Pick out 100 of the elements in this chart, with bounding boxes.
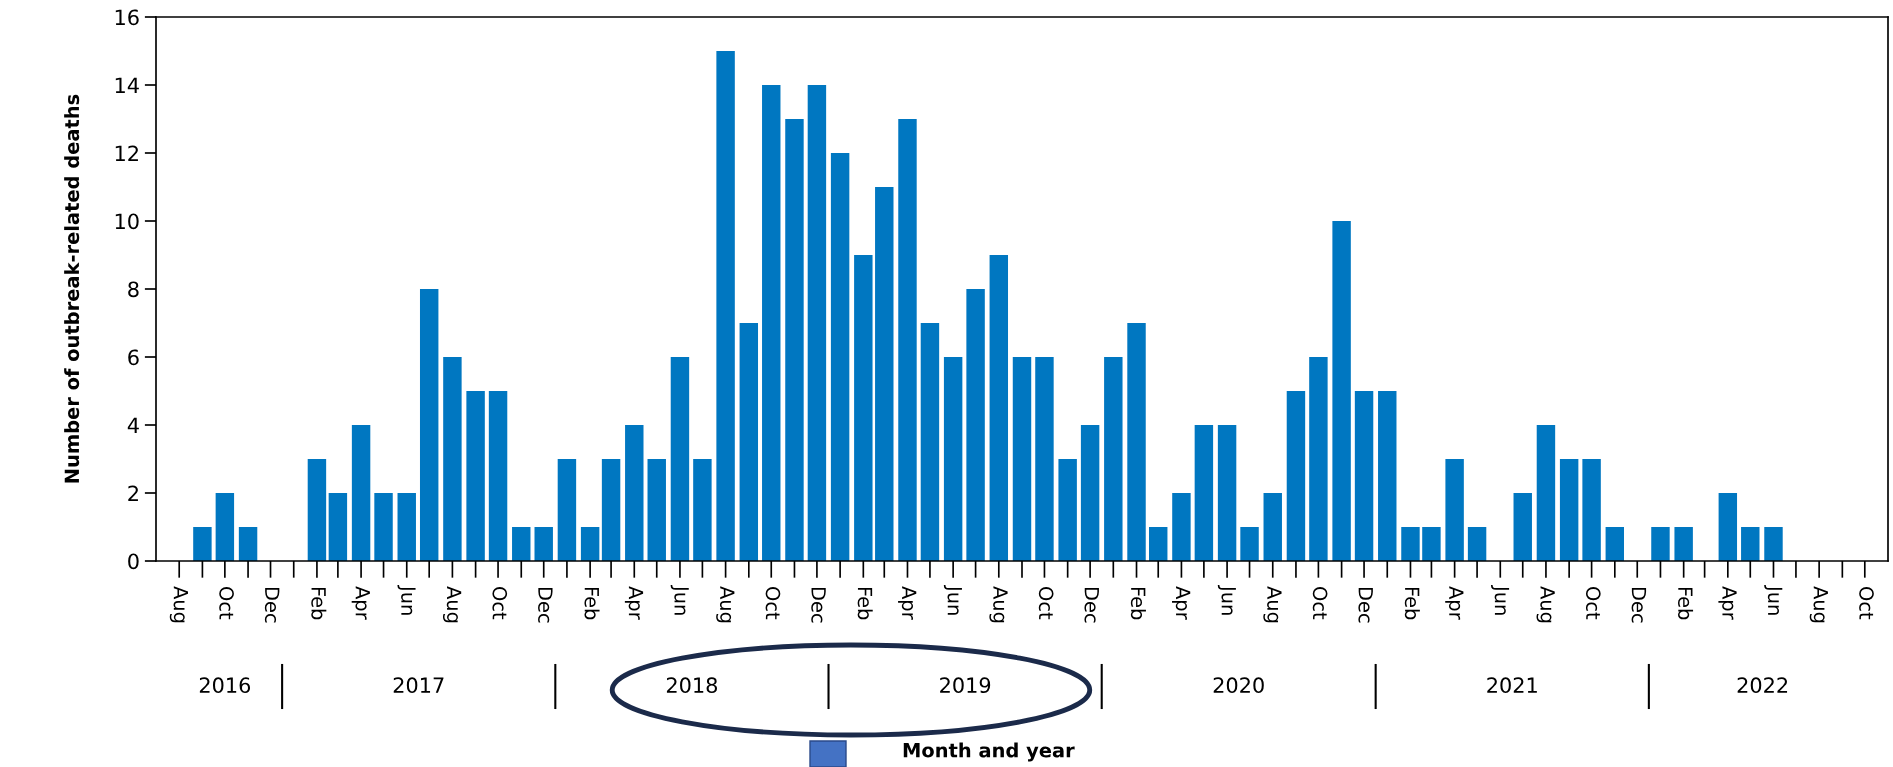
bar bbox=[830, 153, 850, 561]
bar bbox=[1149, 527, 1168, 561]
bar bbox=[238, 527, 258, 561]
x-tick-label: Oct bbox=[1859, 587, 1874, 620]
x-tick-label: Aug bbox=[1536, 586, 1555, 623]
x-tick-label: Apr bbox=[624, 586, 644, 620]
bar bbox=[1194, 425, 1214, 561]
x-tick-label: Aug bbox=[716, 586, 735, 623]
x-tick-label: Dec bbox=[538, 587, 553, 623]
bar bbox=[943, 357, 963, 561]
x-tick-label: Apr bbox=[1445, 586, 1464, 620]
bar bbox=[466, 391, 485, 561]
bar bbox=[580, 527, 600, 561]
y-tick-label: 0 bbox=[128, 553, 139, 570]
bar bbox=[807, 85, 827, 561]
bar bbox=[1035, 357, 1054, 561]
bar bbox=[1354, 391, 1374, 561]
bar bbox=[1263, 493, 1282, 561]
bar bbox=[762, 85, 781, 561]
bar bbox=[920, 323, 940, 561]
bar bbox=[875, 187, 894, 561]
x-tick-label: Dec bbox=[1358, 587, 1373, 623]
bar bbox=[512, 527, 531, 561]
x-tick-label: Apr bbox=[1172, 586, 1191, 620]
x-tick-label: Feb bbox=[857, 587, 873, 620]
bar bbox=[1058, 459, 1077, 561]
bar bbox=[716, 51, 735, 561]
text: 2017 bbox=[393, 677, 444, 694]
bar bbox=[1741, 527, 1760, 561]
y-tick-label: 4 bbox=[127, 417, 139, 433]
bar bbox=[534, 527, 553, 561]
y-tick-label: 6 bbox=[128, 349, 139, 366]
bar bbox=[443, 357, 462, 561]
bar bbox=[989, 255, 1009, 561]
x-tick-label: Jun bbox=[670, 584, 689, 615]
bar bbox=[1536, 425, 1556, 561]
text: 2020 bbox=[1213, 677, 1264, 694]
bar bbox=[1217, 425, 1237, 561]
bar bbox=[1378, 391, 1397, 561]
x-tick-label: Jun bbox=[397, 584, 416, 615]
bar bbox=[966, 289, 985, 561]
x-tick-label: Oct bbox=[1312, 587, 1328, 620]
y-tick-label: 8 bbox=[128, 281, 139, 298]
bar bbox=[1605, 527, 1625, 561]
bar bbox=[351, 425, 371, 561]
x-tick-label: Feb bbox=[1678, 587, 1694, 620]
bar bbox=[1422, 527, 1441, 561]
x-tick-label: Apr bbox=[351, 586, 370, 620]
y-tick-label: 14 bbox=[115, 77, 139, 93]
bar bbox=[1309, 357, 1328, 561]
bar bbox=[1127, 323, 1146, 561]
bar bbox=[1286, 391, 1306, 561]
x-tick-label: Aug bbox=[989, 586, 1008, 623]
x-tick-label: Oct bbox=[1038, 587, 1054, 620]
bar bbox=[785, 119, 804, 561]
x-tick-label: Oct bbox=[219, 587, 234, 620]
bar bbox=[1240, 527, 1259, 561]
x-tick-label: Jun bbox=[1491, 584, 1510, 615]
bar bbox=[1764, 527, 1783, 561]
x-tick-label: Aug bbox=[1809, 586, 1828, 623]
x-tick-label: Oct bbox=[765, 587, 781, 620]
bar bbox=[854, 255, 873, 561]
bar bbox=[1445, 459, 1464, 561]
bar bbox=[215, 493, 235, 561]
bar bbox=[1080, 425, 1100, 561]
x-tick-label: Oct bbox=[1585, 587, 1601, 620]
x-tick-label: Jun bbox=[943, 584, 962, 615]
bar bbox=[1172, 493, 1191, 561]
x-tick-label: Dec bbox=[1084, 587, 1099, 623]
bar bbox=[328, 493, 348, 561]
bar bbox=[1012, 357, 1032, 561]
text: Month and year bbox=[903, 742, 1075, 762]
x-tick-label: Feb bbox=[1130, 587, 1146, 620]
bar bbox=[1401, 527, 1420, 561]
x-tick-label: Feb bbox=[311, 587, 327, 620]
bar bbox=[374, 493, 393, 561]
bar bbox=[307, 459, 327, 561]
bar bbox=[193, 527, 212, 561]
bar bbox=[1582, 459, 1601, 561]
bar bbox=[693, 459, 712, 561]
x-tick-label: Aug bbox=[169, 586, 189, 623]
bar bbox=[625, 425, 644, 561]
text: 2018 bbox=[666, 677, 717, 694]
x-tick-label: Aug bbox=[1263, 586, 1282, 623]
x-tick-label: Jun bbox=[1217, 584, 1236, 615]
bar bbox=[397, 493, 416, 561]
y-tick-label: 12 bbox=[115, 145, 138, 161]
x-tick-label: Apr bbox=[1718, 586, 1737, 620]
bar bbox=[670, 357, 690, 561]
bar bbox=[1104, 357, 1123, 561]
x-tick-label: Dec bbox=[811, 587, 826, 623]
x-tick-label: Oct bbox=[492, 587, 508, 620]
text: 2021 bbox=[1487, 677, 1537, 694]
bar bbox=[1651, 527, 1670, 561]
x-tick-label: Aug bbox=[442, 586, 462, 623]
text: 2019 bbox=[940, 677, 991, 694]
bar bbox=[1513, 493, 1532, 561]
y-axis-title: Number of outbreak-related deaths bbox=[64, 94, 80, 483]
bar bbox=[1559, 459, 1579, 561]
bar bbox=[1332, 221, 1351, 561]
